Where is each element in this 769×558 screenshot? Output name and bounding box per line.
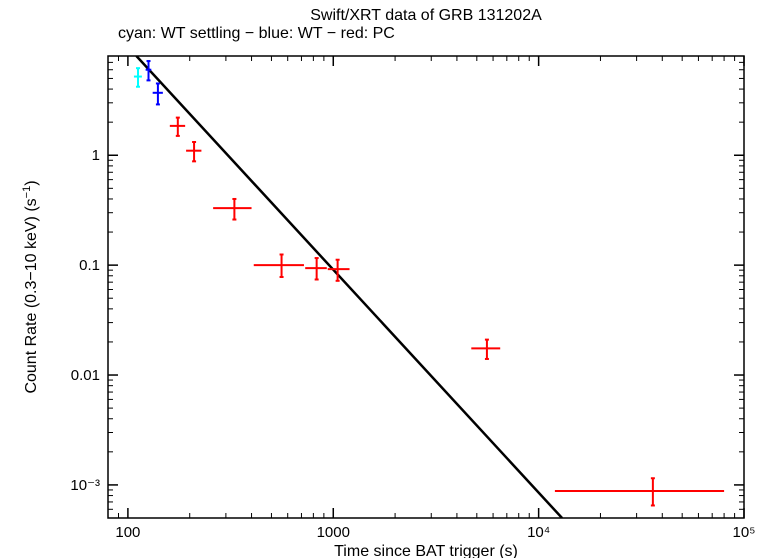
chart-title: Swift/XRT data of GRB 131202A — [310, 7, 542, 24]
chart-subtitle: cyan: WT settling − blue: WT − red: PC — [118, 25, 395, 42]
fit-line — [136, 56, 562, 518]
x-tick-label: 1000 — [317, 524, 350, 541]
y-axis-label-group: Count Rate (0.3−10 keV) (s−1) — [21, 180, 40, 393]
x-axis-label: Time since BAT trigger (s) — [334, 543, 518, 558]
y-tick-label: 0.01 — [71, 367, 100, 384]
y-axis-label: Count Rate (0.3−10 keV) (s−1) — [21, 180, 40, 393]
chart-container: 100 1000 10⁴ 10⁵ 10⁻³ 0.01 0.1 1 Swift/XRT data … — [0, 0, 769, 558]
x-tick-label: 10⁴ — [527, 524, 550, 541]
x-tick-label: 10⁵ — [733, 524, 756, 541]
y-tick-label: 1 — [92, 147, 100, 164]
y-tick-label: 10⁻³ — [70, 477, 100, 494]
plot-frame — [108, 56, 744, 518]
lightcurve-chart: 100 1000 10⁴ 10⁵ 10⁻³ 0.01 0.1 1 Swift/XRT data … — [0, 0, 769, 558]
y-tick-label: 0.1 — [79, 257, 100, 274]
x-tick-label: 100 — [115, 524, 140, 541]
plot-area — [134, 56, 724, 518]
